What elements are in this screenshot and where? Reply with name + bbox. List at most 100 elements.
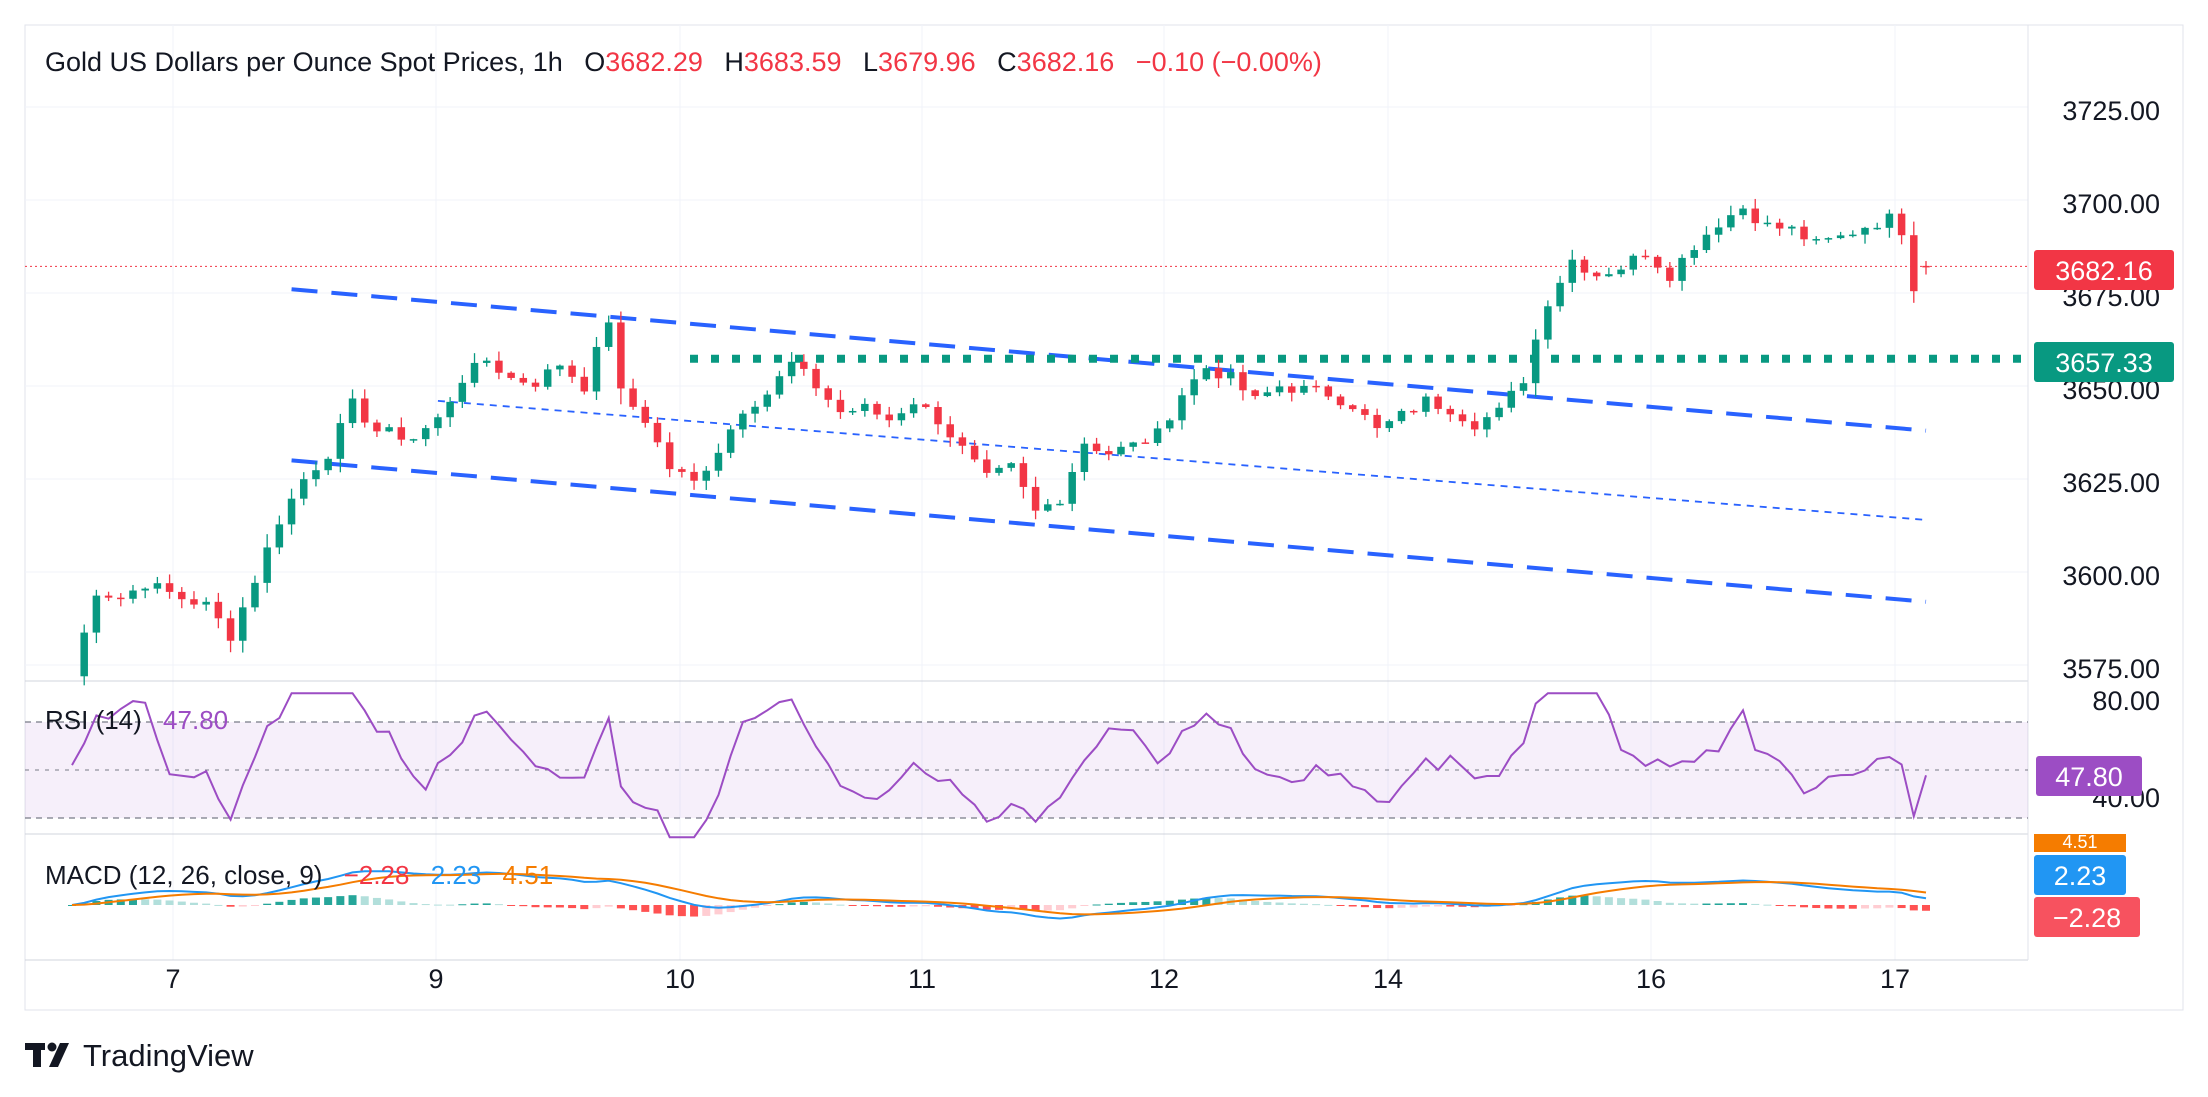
candle[interactable]	[556, 364, 564, 377]
candle[interactable]	[629, 378, 637, 410]
candle[interactable]	[239, 597, 247, 653]
candle[interactable]	[92, 589, 101, 644]
candle[interactable]	[1336, 394, 1345, 410]
candle[interactable]	[1178, 387, 1186, 430]
candle[interactable]	[934, 401, 942, 435]
candle[interactable]	[507, 371, 515, 381]
candle[interactable]	[360, 389, 369, 428]
candle[interactable]	[1629, 253, 1638, 276]
candle[interactable]	[129, 584, 137, 604]
candle[interactable]	[1800, 220, 1808, 247]
candle[interactable]	[617, 311, 625, 405]
candle[interactable]	[775, 370, 784, 399]
candle[interactable]	[1166, 418, 1174, 433]
candle[interactable]	[763, 390, 772, 412]
candle[interactable]	[1422, 393, 1430, 417]
candle[interactable]	[1202, 365, 1211, 381]
candle[interactable]	[1312, 380, 1320, 393]
candle[interactable]	[1287, 383, 1296, 402]
candle[interactable]	[885, 406, 893, 428]
candle[interactable]	[1849, 230, 1857, 238]
candle[interactable]	[1690, 245, 1699, 265]
candle[interactable]	[1739, 205, 1747, 220]
candle[interactable]	[1641, 249, 1650, 260]
candle[interactable]	[1458, 409, 1467, 427]
candle[interactable]	[1727, 205, 1735, 232]
candle[interactable]	[1775, 218, 1784, 236]
candle[interactable]	[641, 400, 650, 428]
candle[interactable]	[714, 443, 723, 477]
candle[interactable]	[1812, 236, 1820, 245]
candle[interactable]	[922, 403, 930, 409]
candlestick-series[interactable]	[80, 198, 1930, 686]
candle[interactable]	[946, 416, 954, 447]
candle[interactable]	[104, 591, 113, 602]
candle[interactable]	[739, 410, 747, 438]
macd-histogram[interactable]	[68, 895, 1930, 917]
tradingview-logo[interactable]: TradingView	[25, 1038, 254, 1073]
candle[interactable]	[385, 423, 393, 433]
candle[interactable]	[543, 364, 552, 390]
candle[interactable]	[873, 401, 881, 420]
candle[interactable]	[580, 367, 589, 395]
candle[interactable]	[1019, 456, 1028, 499]
candle[interactable]	[690, 463, 698, 490]
candle[interactable]	[1275, 380, 1284, 397]
candle[interactable]	[970, 440, 979, 463]
candle[interactable]	[1251, 389, 1259, 400]
time-axis[interactable]: 7 9 10 11 12 14 16 17	[165, 964, 1910, 994]
candle[interactable]	[1483, 412, 1491, 438]
candle[interactable]	[1056, 499, 1064, 506]
candle[interactable]	[812, 363, 820, 396]
candle[interactable]	[1666, 261, 1674, 288]
candle[interactable]	[1617, 265, 1625, 278]
candle[interactable]	[1544, 300, 1552, 349]
candle[interactable]	[1580, 256, 1589, 281]
candle[interactable]	[1300, 380, 1308, 395]
candle[interactable]	[824, 385, 832, 408]
candle[interactable]	[678, 466, 686, 478]
candle[interactable]	[653, 417, 662, 448]
candle[interactable]	[300, 472, 308, 506]
candle[interactable]	[1446, 405, 1455, 422]
candle[interactable]	[324, 456, 332, 475]
candle[interactable]	[861, 398, 869, 417]
candle[interactable]	[251, 575, 259, 612]
candle[interactable]	[1117, 441, 1125, 457]
channel-line-upper[interactable]	[291, 287, 1927, 433]
candle[interactable]	[604, 315, 613, 351]
candle[interactable]	[1495, 402, 1503, 421]
candle[interactable]	[519, 373, 528, 386]
candle[interactable]	[1763, 215, 1772, 227]
candle[interactable]	[1068, 463, 1076, 512]
candle[interactable]	[226, 610, 235, 653]
macd-line[interactable]	[71, 870, 1927, 920]
candle[interactable]	[1519, 376, 1528, 396]
candle[interactable]	[190, 591, 198, 609]
candle[interactable]	[1714, 218, 1723, 243]
candle[interactable]	[312, 461, 320, 487]
candle[interactable]	[482, 357, 491, 367]
candle[interactable]	[1080, 437, 1089, 481]
regression-channel[interactable]	[291, 287, 1927, 604]
candle[interactable]	[1105, 445, 1113, 461]
channel-line-middle[interactable]	[437, 399, 1927, 521]
candle[interactable]	[1885, 209, 1894, 238]
candle[interactable]	[178, 587, 186, 609]
candle[interactable]	[202, 597, 210, 611]
candle[interactable]	[287, 488, 296, 535]
candle[interactable]	[1007, 462, 1015, 472]
candle[interactable]	[1507, 381, 1516, 413]
candle[interactable]	[1044, 498, 1052, 513]
candle[interactable]	[836, 390, 845, 419]
candle[interactable]	[1836, 231, 1845, 240]
candle[interactable]	[263, 534, 271, 593]
candle[interactable]	[1922, 261, 1930, 275]
candle[interactable]	[80, 624, 88, 686]
candle[interactable]	[1897, 208, 1906, 245]
candle[interactable]	[1409, 409, 1418, 415]
candle[interactable]	[214, 592, 223, 629]
candle[interactable]	[726, 425, 735, 459]
candle[interactable]	[1324, 384, 1333, 401]
